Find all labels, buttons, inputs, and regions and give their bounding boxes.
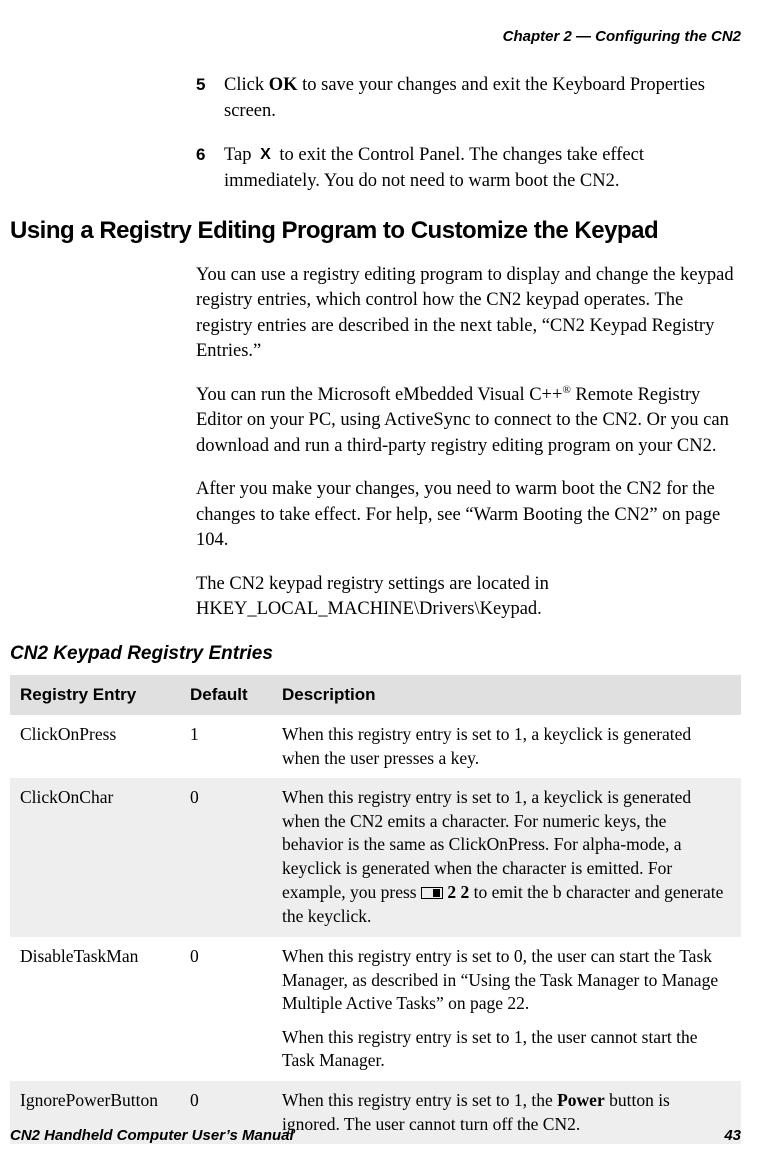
col-header-description: Description [272,675,741,715]
cell-registry-entry: ClickOnChar [10,778,180,937]
chapter-header: Chapter 2 — Configuring the CN2 [10,28,741,45]
paragraph: After you make your changes, you need to… [196,477,741,554]
steps-list: 5 Click OK to save your changes and exit… [196,73,741,195]
body-paragraphs: You can use a registry editing program t… [196,263,741,623]
paragraph: You can use a registry editing program t… [196,263,741,365]
cell-registry-entry: DisableTaskMan [10,937,180,1081]
cell-description: When this registry entry is set to 0, th… [272,937,741,1081]
cell-default: 0 [180,937,272,1081]
cell-registry-entry: ClickOnPress [10,715,180,778]
table-row: ClickOnPress1When this registry entry is… [10,715,741,778]
step-number: 5 [196,73,224,125]
step-item: 5 Click OK to save your changes and exit… [196,73,741,125]
step-number: 6 [196,143,224,195]
footer-page-number: 43 [724,1127,741,1144]
table-title: CN2 Keypad Registry Entries [10,643,741,665]
cell-description: When this registry entry is set to 1, a … [272,715,741,778]
page-footer: CN2 Handheld Computer User’s Manual 43 [10,1127,741,1144]
paragraph: The CN2 keypad registry settings are loc… [196,572,741,623]
table-row: ClickOnChar0When this registry entry is … [10,778,741,937]
cell-default: 1 [180,715,272,778]
close-icon: X [256,144,275,166]
cell-description: When this registry entry is set to 1, a … [272,778,741,937]
section-heading: Using a Registry Editing Program to Cust… [10,217,741,245]
col-header-entry: Registry Entry [10,675,180,715]
table-header-row: Registry Entry Default Description [10,675,741,715]
table-row: DisableTaskMan0When this registry entry … [10,937,741,1081]
paragraph: You can run the Microsoft eMbedded Visua… [196,383,741,460]
step-text: Tap X to exit the Control Panel. The cha… [224,143,741,195]
cell-default: 0 [180,778,272,937]
registry-table: Registry Entry Default Description Click… [10,675,741,1144]
footer-manual-title: CN2 Handheld Computer User’s Manual [10,1127,294,1144]
col-header-default: Default [180,675,272,715]
step-item: 6 Tap X to exit the Control Panel. The c… [196,143,741,195]
step-text: Click OK to save your changes and exit t… [224,73,741,125]
modifier-key-icon [421,882,443,906]
